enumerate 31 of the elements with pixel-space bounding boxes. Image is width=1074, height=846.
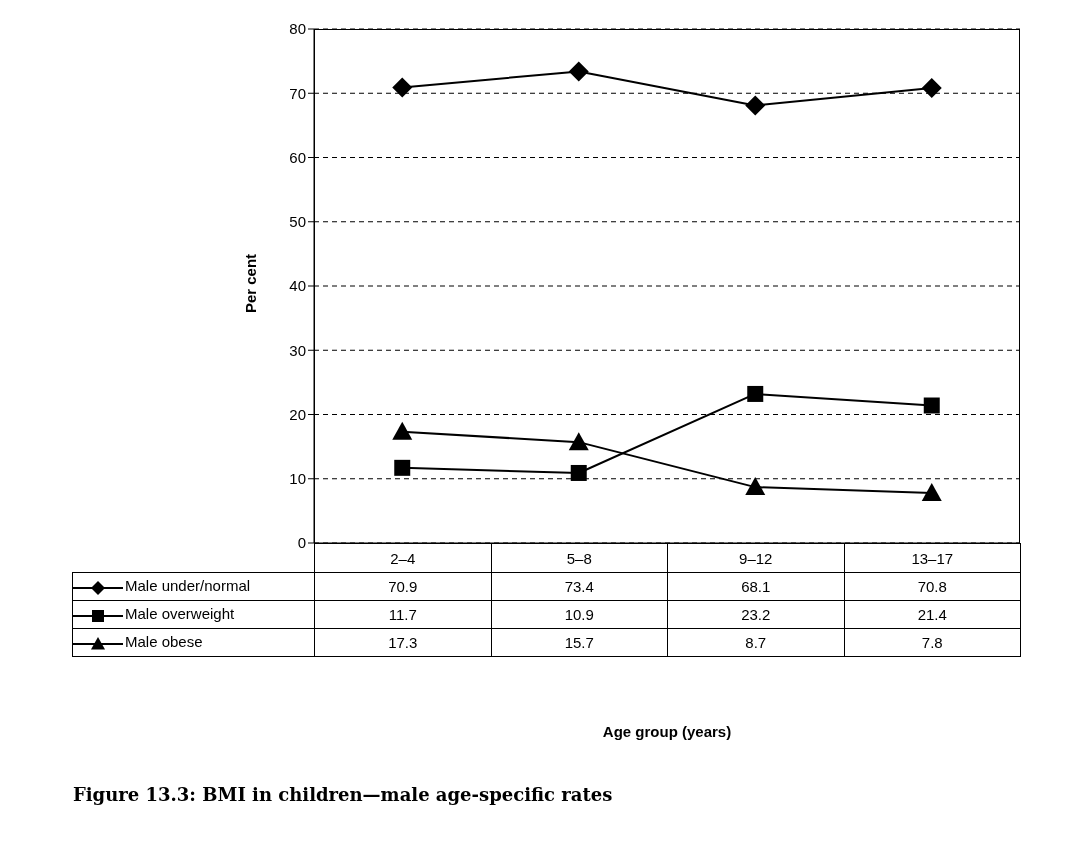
y-tick-label: 0: [297, 534, 306, 552]
text: Figure 13.3: BMI in children—male age-specific rates: [73, 784, 613, 805]
y-tick-label: 20: [289, 405, 306, 423]
text: Age group (years): [601, 723, 733, 740]
data-label: 15.7: [491, 628, 668, 657]
y-tick-label: 40: [289, 277, 306, 295]
data-label: 68.1: [667, 572, 844, 601]
y-tick-label: 30: [289, 341, 306, 359]
y-axis-title: Per cent: [241, 252, 259, 316]
y-tick-label: 80: [289, 20, 306, 38]
data-label: 21.4: [844, 600, 1021, 629]
y-tick-label: 10: [289, 470, 306, 488]
data-label: 73.4: [491, 572, 668, 601]
legend-label: Male obese: [72, 628, 315, 657]
x-tick-label: 5–8: [491, 543, 668, 573]
data-label: 70.9: [314, 572, 491, 601]
y-tick-label: 70: [289, 84, 306, 102]
data-label: 8.7: [667, 628, 844, 657]
legend-label: Male overweight: [72, 600, 315, 629]
data-label: 17.3: [314, 628, 491, 657]
legend-label: Male under/normal: [72, 572, 315, 601]
x-tick-label: 2–4: [314, 543, 491, 573]
data-label: 70.8: [844, 572, 1021, 601]
y-tick-label: 50: [289, 213, 306, 231]
data-label: 7.8: [844, 628, 1021, 657]
data-label: 11.7: [314, 600, 491, 629]
x-tick-label: 13–17: [844, 543, 1021, 573]
data-label: 10.9: [491, 600, 668, 629]
x-tick-label: 9–12: [667, 543, 844, 573]
data-label: 23.2: [667, 600, 844, 629]
y-tick-label: 60: [289, 148, 306, 166]
